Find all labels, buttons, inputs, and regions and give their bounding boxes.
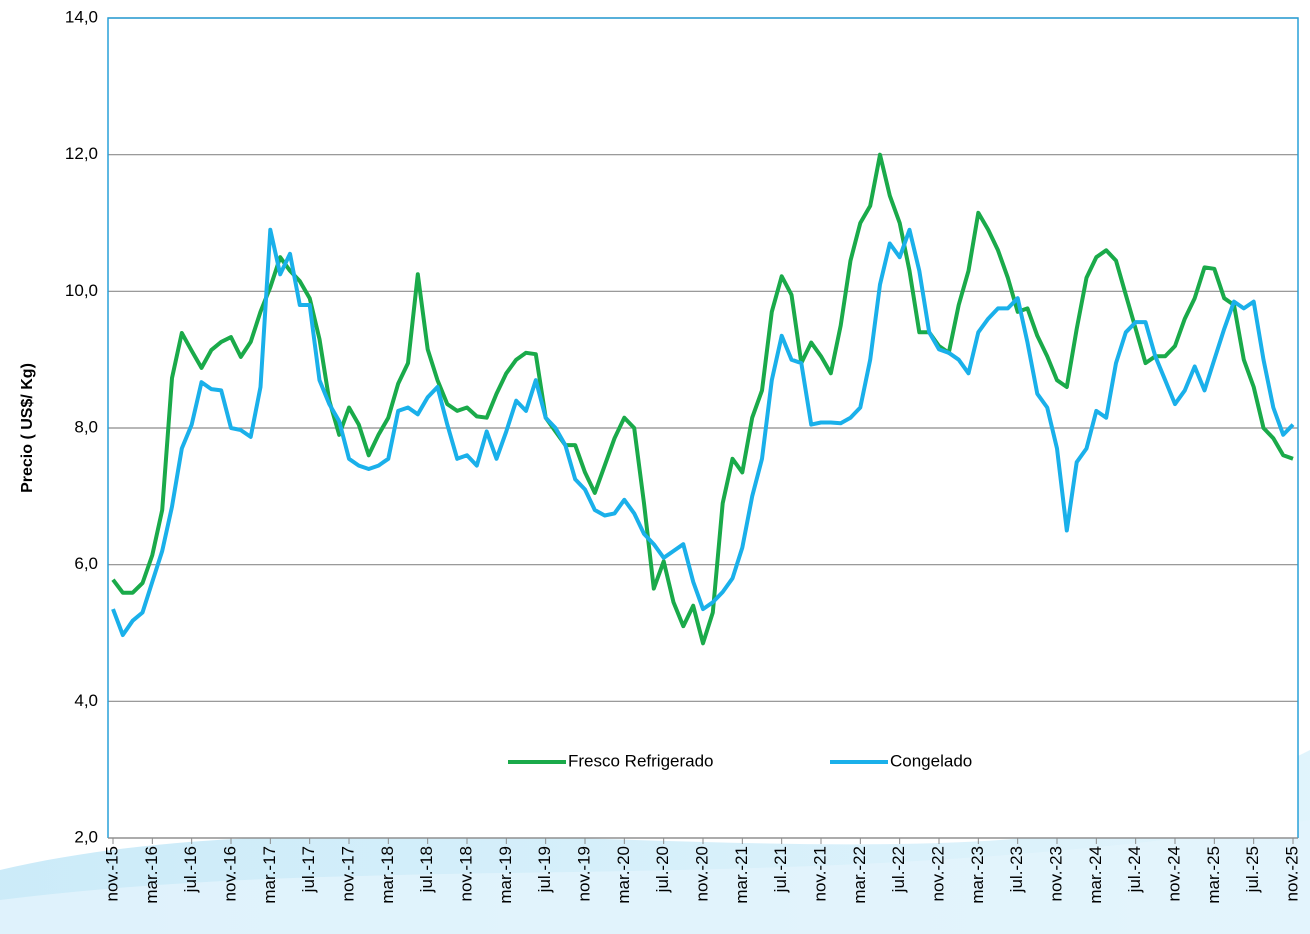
y-tick-label: 10,0 [65,281,98,300]
y-tick-label: 8,0 [74,417,98,436]
y-tick-label: 6,0 [74,554,98,573]
x-tick-label: mar.-25 [1204,846,1223,904]
x-tick-label: jul.-22 [889,846,908,893]
y-axis-label: Precio ( US$/ Kg) [19,363,36,493]
x-tick-label: nov.-23 [1046,846,1065,901]
x-tick-label: jul.-23 [1007,846,1026,893]
x-tick-label: jul.-17 [299,846,318,893]
y-tick-label: 12,0 [65,144,98,163]
x-tick-label: nov.-22 [928,846,947,901]
x-tick-label: mar.-18 [378,846,397,904]
x-tick-label: nov.-17 [338,846,357,901]
y-tick-label: 14,0 [65,7,98,26]
legend-label: Congelado [890,751,972,770]
x-tick-label: nov.-16 [220,846,239,901]
background-swoosh [0,820,1310,934]
x-tick-label: mar.-19 [496,846,515,904]
x-tick-label: nov.-19 [574,846,593,901]
x-tick-label: jul.-19 [535,846,554,893]
x-tick-label: jul.-16 [181,846,200,893]
x-tick-label: nov.-20 [692,846,711,901]
x-tick-label: nov.-21 [810,846,829,901]
data-line [111,227,1295,637]
data-line [111,152,1294,646]
x-tick-label: mar.-21 [732,846,751,904]
y-tick-label: 4,0 [74,691,98,710]
x-tick-label: jul.-20 [653,846,672,893]
plot-border [107,17,1299,838]
x-tick-label: nov.-24 [1164,846,1183,901]
x-tick-label: jul.-24 [1125,846,1144,893]
x-tick-label: mar.-17 [260,846,279,904]
x-tick-label: mar.-24 [1086,846,1105,904]
x-tick-label: nov.-18 [456,846,475,901]
legend-label: Fresco Refrigerado [568,751,714,770]
x-tick-label: jul.-25 [1243,846,1262,893]
x-tick-label: mar.-20 [614,846,633,904]
x-tick-label: mar.-16 [142,846,161,904]
x-tick-label: jul.-21 [771,846,790,893]
x-tick-label: nov.-25 [1282,846,1301,901]
x-tick-label: nov.-15 [102,846,121,901]
x-tick-label: mar.-22 [850,846,869,904]
x-tick-label: mar.-23 [968,846,987,904]
x-tick-label: jul.-18 [417,846,436,893]
y-tick-label: 2,0 [74,827,98,846]
